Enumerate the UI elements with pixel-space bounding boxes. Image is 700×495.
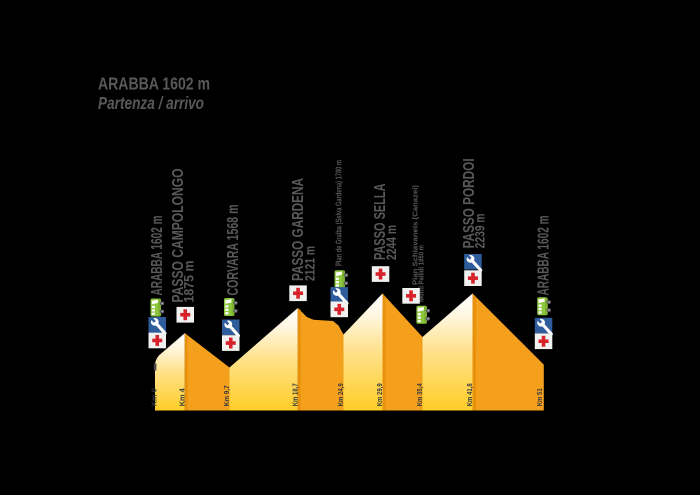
svg-text:2121 m: 2121 m (302, 246, 318, 281)
svg-text:Km 0: Km 0 (149, 388, 158, 406)
svg-text:PASSO PORDOI: PASSO PORDOI (461, 158, 478, 248)
svg-text:Km 9,7: Km 9,7 (222, 385, 231, 406)
svg-text:Partenza / arrivo: Partenza / arrivo (98, 93, 204, 113)
svg-text:2244 m: 2244 m (383, 225, 399, 260)
svg-text:Plan de Gralba (Selva Gardena): Plan de Gralba (Selva Gardena) 1780 m (334, 160, 343, 266)
svg-text:Monti Pallidi 1850 m: Monti Pallidi 1850 m (419, 245, 426, 302)
svg-text:Km 41,8: Km 41,8 (465, 383, 474, 406)
svg-text:PASSO SELLA: PASSO SELLA (372, 183, 389, 260)
svg-text:Km 51: Km 51 (535, 388, 544, 406)
svg-text:1875 m: 1875 m (181, 261, 197, 303)
svg-text:ARABBA 1602 m: ARABBA 1602 m (536, 216, 553, 296)
svg-text:2239 m: 2239 m (472, 213, 488, 248)
svg-text:Km 24,9: Km 24,9 (336, 383, 345, 406)
svg-text:ARABBA 1602 m: ARABBA 1602 m (98, 74, 210, 94)
svg-text:PASSO CAMPOLONGO: PASSO CAMPOLONGO (170, 169, 187, 303)
svg-text:Km 29,9: Km 29,9 (375, 383, 384, 406)
svg-text:Km 35,4: Km 35,4 (415, 383, 424, 407)
svg-text:Km 4: Km 4 (177, 387, 186, 406)
svg-text:CORVARA 1568 m: CORVARA 1568 m (225, 205, 242, 296)
svg-text:Km 18,7: Km 18,7 (290, 383, 299, 406)
svg-text:Pian Schiavaneis (Canazei): Pian Schiavaneis (Canazei) (413, 185, 420, 285)
svg-text:ARABBA 1602 m: ARABBA 1602 m (149, 216, 166, 296)
svg-text:PASSO GARDENA: PASSO GARDENA (290, 178, 307, 281)
